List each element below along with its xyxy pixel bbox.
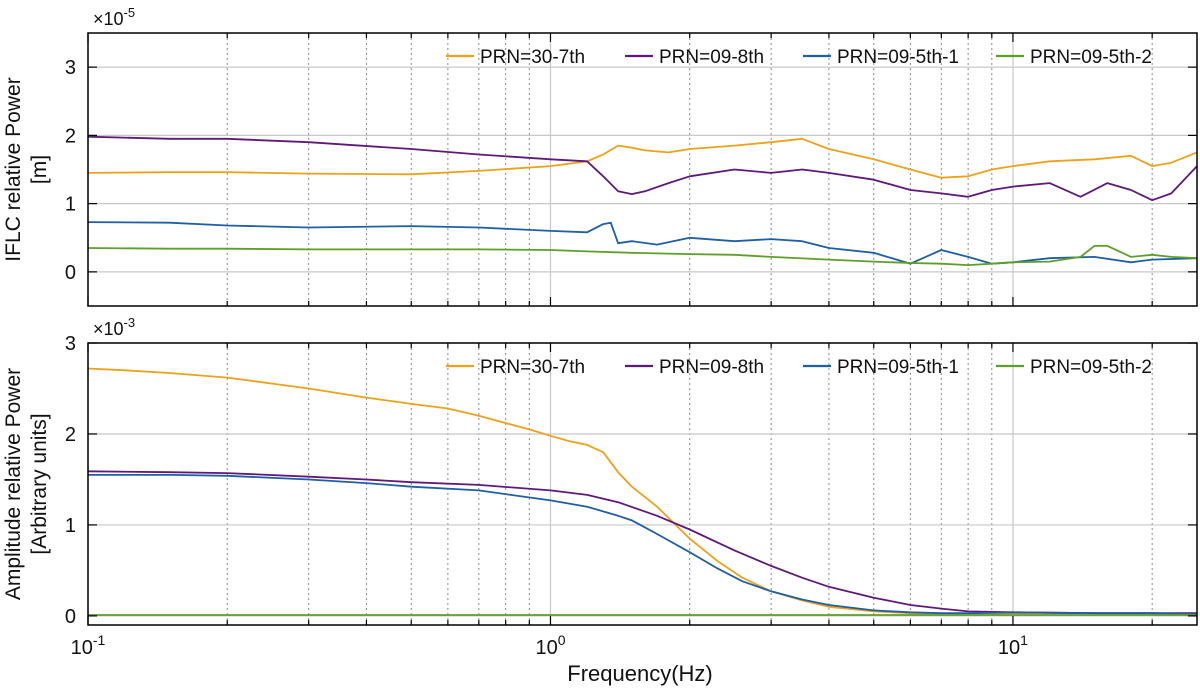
series-line-prn09_8th [87, 135, 1198, 202]
amplitude-y-ticks: 0 1 2 3 [65, 333, 1197, 628]
legend-label-prn30_7th: PRN=30-7th [480, 47, 585, 68]
y-tick-label: 2 [65, 125, 76, 147]
series-line-prn30_7th [87, 137, 1198, 179]
amplitude-axes-frame [87, 342, 1198, 626]
y-tick-label: 1 [65, 515, 76, 537]
series-line-prn09_5th_1 [88, 473, 1198, 615]
amplitude-y-multiplier: ×10-3 [93, 315, 135, 339]
legend-label-prn09_5th_2: PRN=09-5th-2 [1030, 47, 1152, 68]
iflc-series-lines [87, 135, 1198, 267]
amplitude-series-lines [87, 367, 1198, 616]
series-line-prn09_5th_1 [87, 221, 1198, 265]
iflc-y-ticks: 0 1 2 3 [65, 57, 1197, 284]
series-line-prn30_7th [87, 367, 1198, 615]
y-tick-label: 0 [65, 606, 76, 628]
series-line-prn09_8th [87, 470, 1197, 615]
iflc-ylabel-line1: IFLC relative Power [2, 77, 25, 261]
y-tick-label: 3 [65, 333, 76, 355]
legend-label-prn09_5th_1: PRN=09-5th-1 [837, 47, 959, 68]
x-tick-label: 10-1 [71, 632, 106, 659]
y-tick-label: 3 [65, 57, 76, 79]
x-tick-labels: 10-1 100 101 [71, 632, 1029, 659]
legend-label-prn09_8th: PRN=09-8th [659, 357, 764, 378]
legend-label-prn30_7th: PRN=30-7th [480, 357, 585, 378]
legend-label-prn09_5th_1: PRN=09-5th-1 [837, 357, 959, 378]
x-tick-label: 101 [998, 632, 1028, 659]
legend-label-prn09_5th_2: PRN=09-5th-2 [1030, 357, 1152, 378]
iflc-x-ticks [87, 33, 1153, 306]
amplitude-x-ticks [87, 343, 1153, 625]
legend-label-prn09_8th: PRN=09-8th [659, 47, 764, 68]
amplitude-legend: PRN=30-7th PRN=09-8th PRN=09-5th-1 PRN=09-5… [446, 357, 1152, 378]
amplitude-ylabel-line1: Amplitude relative Power [2, 368, 25, 600]
iflc-y-multiplier: ×10-5 [93, 5, 135, 29]
iflc-legend: PRN=30-7th PRN=09-8th PRN=09-5th-1 PRN=09-5… [446, 47, 1152, 68]
iflc-axes-frame [87, 32, 1198, 307]
x-tick-label: 100 [535, 632, 565, 659]
iflc-grid [87, 33, 1197, 306]
y-tick-label: 2 [65, 424, 76, 446]
iflc-ylabel-line2: [m] [28, 155, 51, 184]
amplitude-ylabel-line2: [Arbitrary units] [28, 413, 51, 554]
series-line-prn09_5th_2 [87, 244, 1198, 267]
y-tick-label: 0 [65, 262, 76, 284]
amplitude-grid [87, 342, 1197, 625]
y-tick-label: 1 [65, 194, 76, 216]
x-axis-label: Frequency(Hz) [567, 661, 712, 686]
